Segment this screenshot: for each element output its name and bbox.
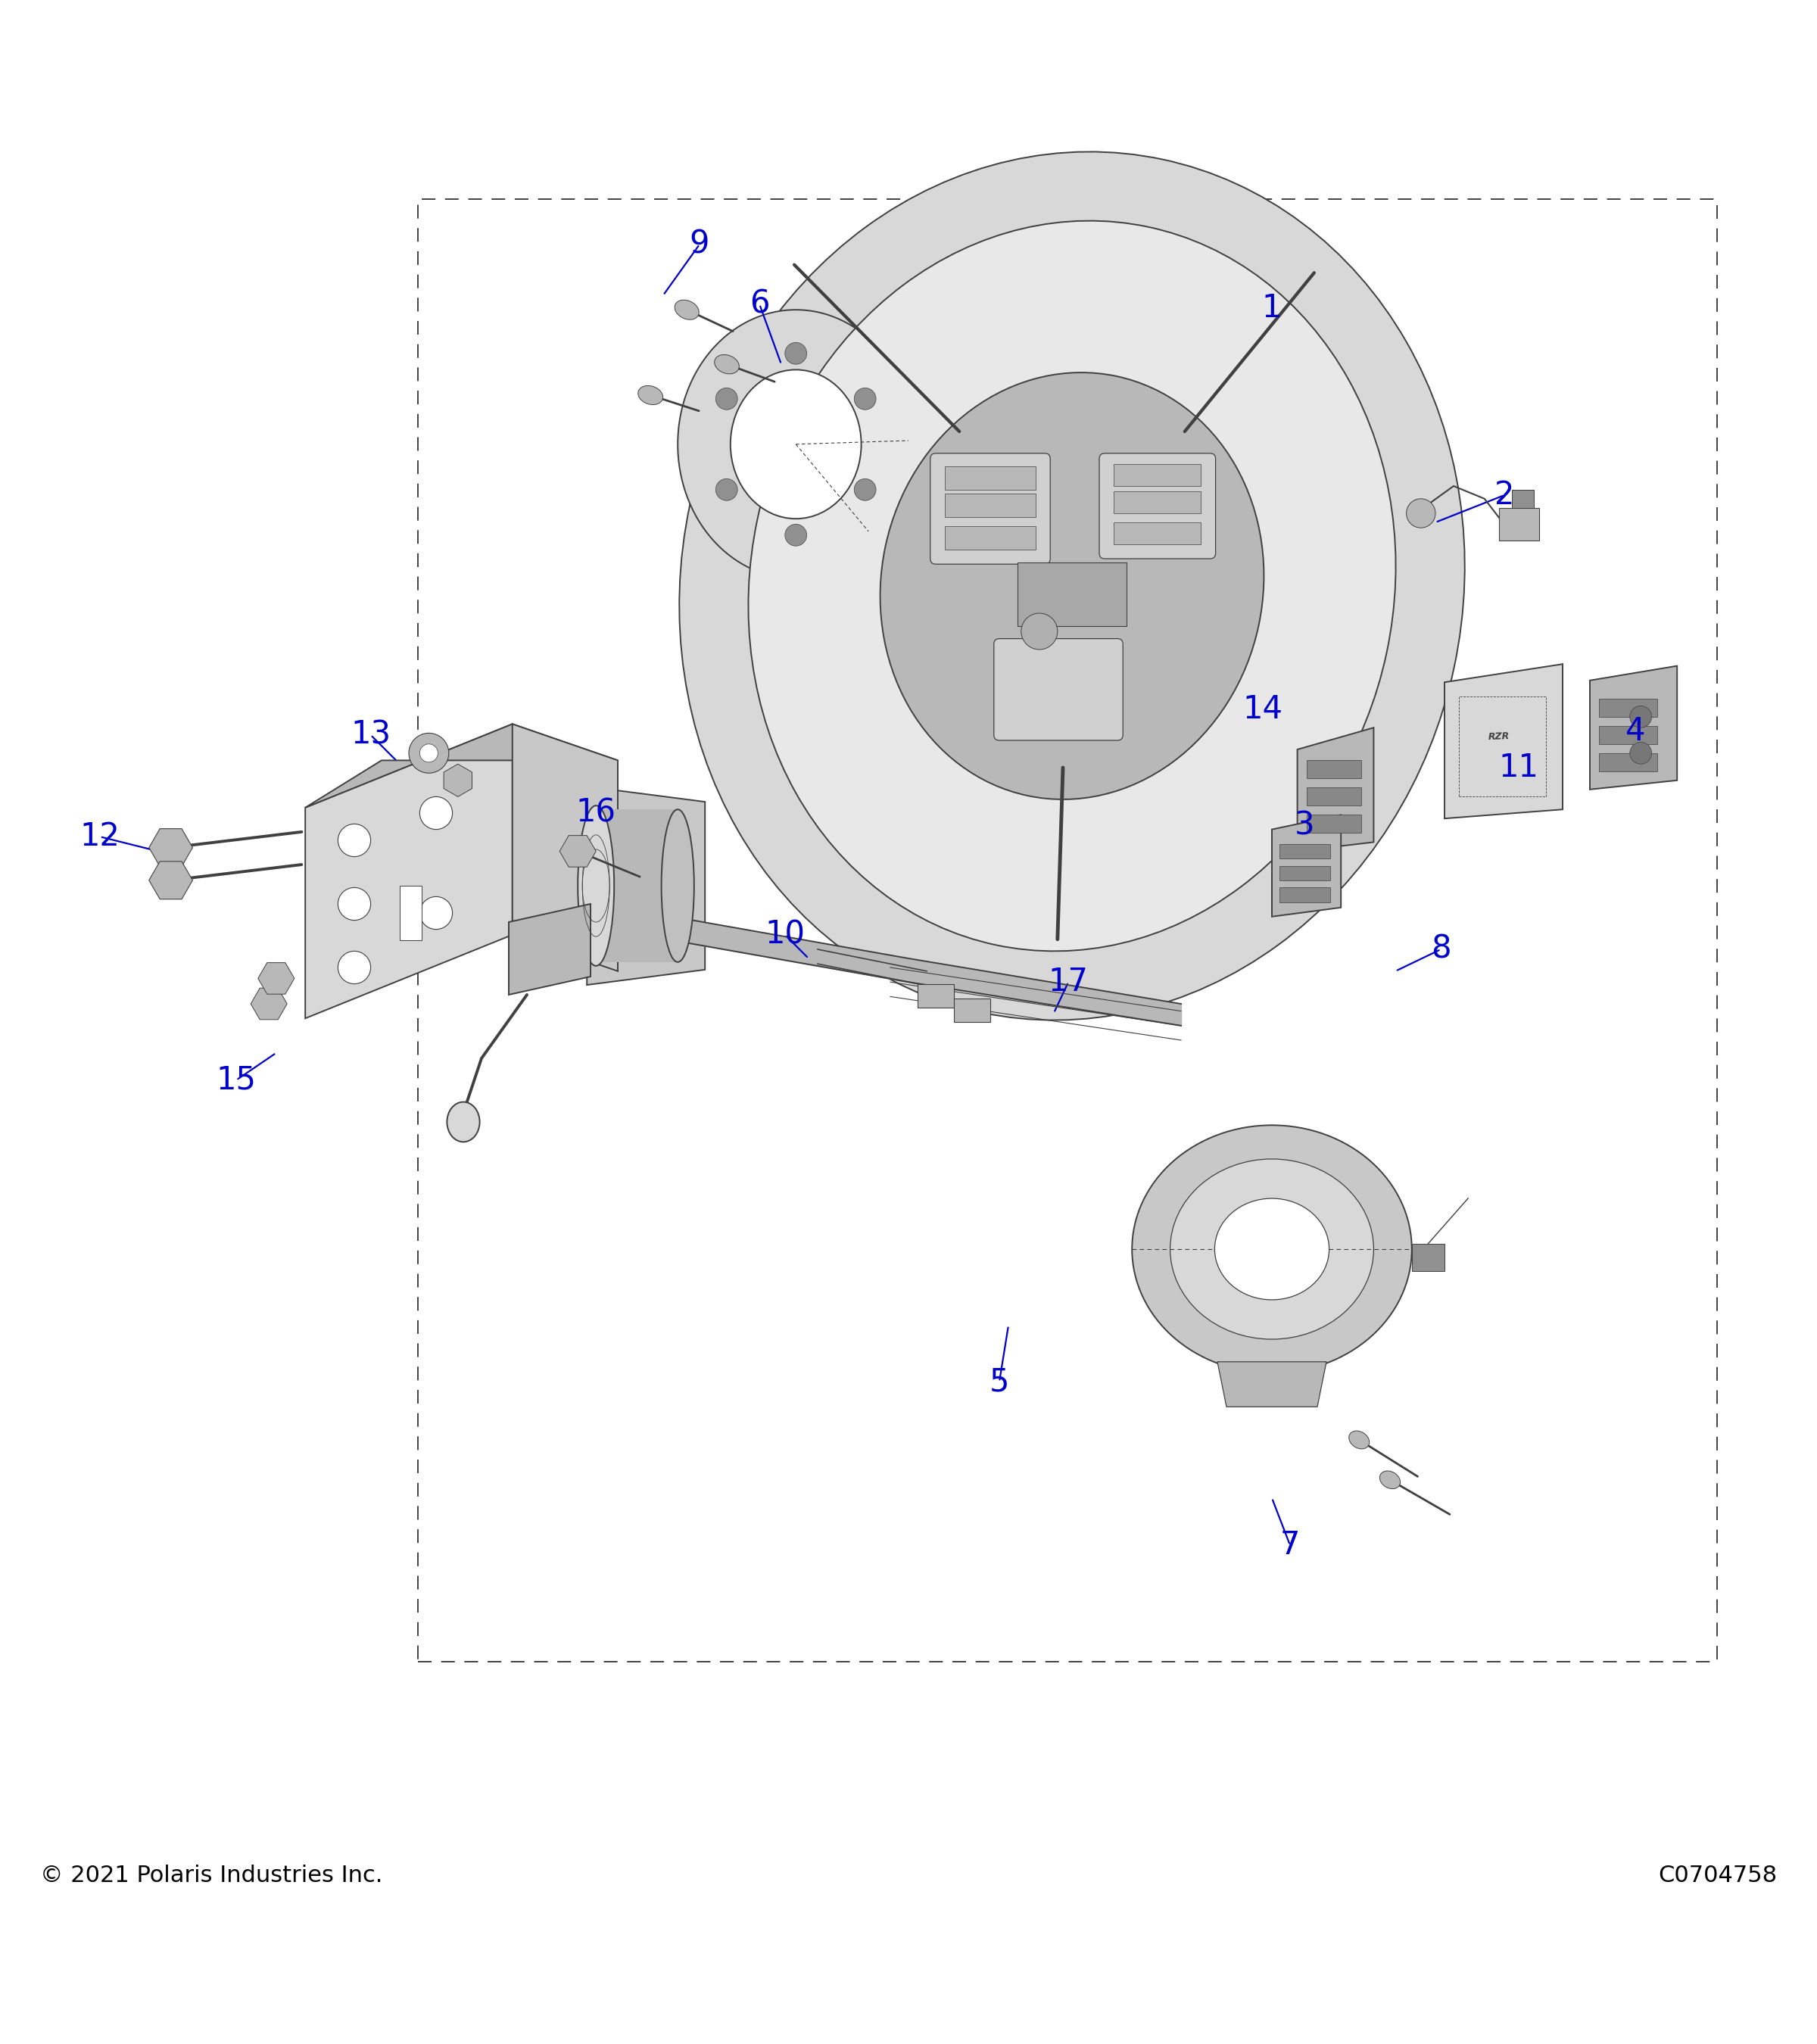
FancyBboxPatch shape [930, 454, 1050, 564]
Bar [596, 809, 678, 963]
Text: 9: 9 [690, 229, 709, 260]
Ellipse shape [714, 356, 740, 374]
Bar [1279, 844, 1330, 858]
Bar [945, 493, 1036, 517]
Polygon shape [305, 724, 512, 1018]
Ellipse shape [879, 372, 1265, 799]
Text: 6: 6 [749, 288, 770, 321]
Circle shape [1406, 499, 1435, 527]
Circle shape [785, 343, 807, 364]
Bar [1018, 562, 1127, 625]
Polygon shape [1297, 728, 1374, 850]
Ellipse shape [680, 151, 1465, 1020]
Bar [1114, 523, 1201, 544]
Bar [1459, 697, 1546, 797]
Text: 7: 7 [1281, 1529, 1299, 1562]
Bar [1599, 726, 1657, 744]
Bar [945, 525, 1036, 550]
Ellipse shape [447, 1102, 480, 1143]
Text: 13: 13 [351, 719, 391, 750]
Ellipse shape [1348, 1431, 1370, 1449]
Text: 8: 8 [1430, 934, 1452, 965]
Bar [1512, 491, 1534, 507]
Ellipse shape [1214, 1198, 1330, 1300]
Polygon shape [512, 724, 618, 971]
Ellipse shape [661, 809, 694, 963]
Ellipse shape [749, 221, 1395, 950]
Bar [1279, 867, 1330, 881]
Circle shape [409, 734, 449, 773]
Circle shape [420, 797, 452, 830]
Bar [918, 983, 954, 1008]
Polygon shape [1590, 666, 1677, 789]
Circle shape [785, 523, 807, 546]
Circle shape [1630, 742, 1652, 764]
Bar [945, 466, 1036, 491]
Bar [954, 997, 990, 1022]
Text: 2: 2 [1495, 478, 1514, 511]
Polygon shape [305, 724, 618, 807]
Circle shape [1630, 705, 1652, 728]
Polygon shape [1272, 816, 1341, 916]
Ellipse shape [730, 370, 861, 519]
Bar [1306, 816, 1361, 834]
Text: 3: 3 [1294, 809, 1316, 842]
Circle shape [716, 388, 738, 409]
Text: 4: 4 [1624, 715, 1646, 748]
Ellipse shape [674, 300, 700, 319]
Text: © 2021 Polaris Industries Inc.: © 2021 Polaris Industries Inc. [40, 1864, 382, 1887]
Bar [1499, 507, 1539, 540]
Text: 17: 17 [1048, 967, 1088, 997]
Ellipse shape [678, 311, 914, 578]
Text: 11: 11 [1499, 752, 1539, 783]
Bar [1599, 699, 1657, 717]
Ellipse shape [1379, 1472, 1401, 1488]
Bar [1114, 491, 1201, 513]
Circle shape [716, 478, 738, 501]
Bar [1412, 1243, 1445, 1271]
Bar [1306, 760, 1361, 779]
FancyBboxPatch shape [994, 638, 1123, 740]
Circle shape [1021, 613, 1057, 650]
Circle shape [338, 950, 371, 983]
Text: 5: 5 [988, 1365, 1010, 1398]
Text: 1: 1 [1261, 292, 1283, 323]
Text: 15: 15 [216, 1065, 256, 1096]
Polygon shape [1445, 664, 1563, 818]
Bar [1114, 464, 1201, 486]
Circle shape [854, 478, 876, 501]
Circle shape [420, 744, 438, 762]
Circle shape [338, 824, 371, 856]
Ellipse shape [1170, 1159, 1374, 1339]
Bar [1279, 887, 1330, 901]
Circle shape [854, 388, 876, 409]
FancyBboxPatch shape [1099, 454, 1216, 558]
Ellipse shape [638, 386, 663, 405]
Text: C0704758: C0704758 [1659, 1864, 1777, 1887]
Polygon shape [1217, 1361, 1326, 1406]
Ellipse shape [1132, 1124, 1412, 1374]
Text: 12: 12 [80, 822, 120, 852]
Bar [400, 885, 422, 940]
Circle shape [338, 887, 371, 920]
Circle shape [420, 897, 452, 930]
Bar [1599, 752, 1657, 771]
Text: 16: 16 [576, 797, 616, 830]
Text: 14: 14 [1243, 693, 1283, 726]
Polygon shape [587, 787, 705, 985]
Ellipse shape [578, 805, 614, 967]
Polygon shape [509, 903, 591, 995]
Text: RZR: RZR [1488, 732, 1510, 742]
Text: 10: 10 [765, 920, 805, 950]
Bar [1306, 787, 1361, 805]
